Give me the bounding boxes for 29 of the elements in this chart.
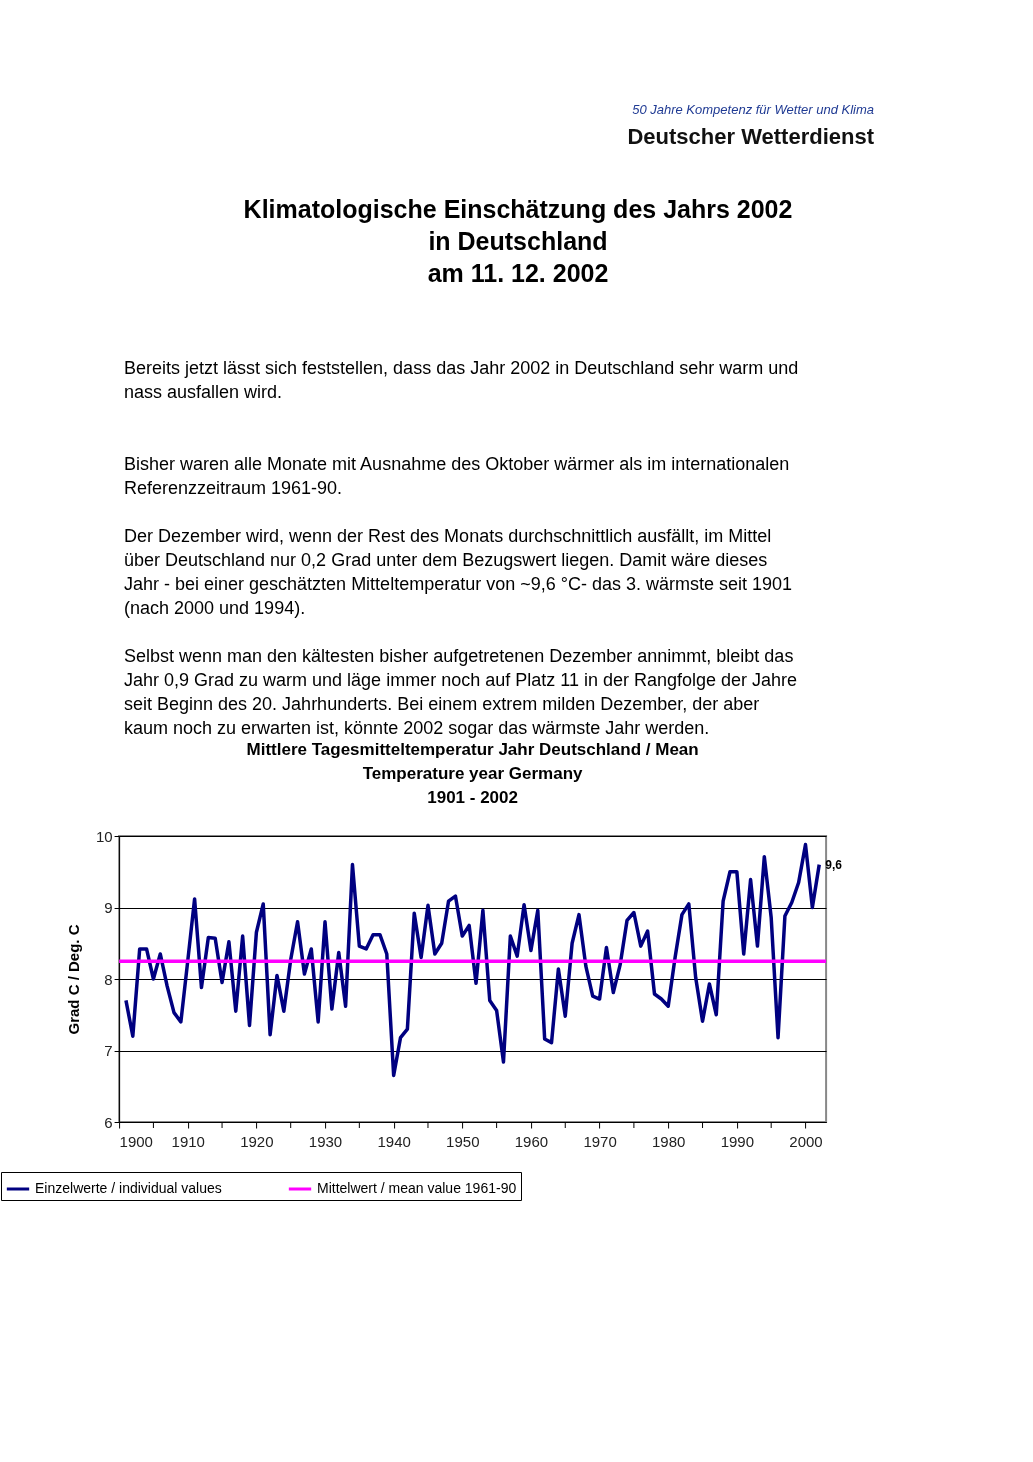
y-tick-label: 10: [95, 827, 113, 845]
legend-label: Mittelwert / mean value 1961-90: [317, 1180, 517, 1196]
y-tick-label: 9: [104, 899, 113, 916]
x-tick-label: 1980: [652, 1132, 686, 1150]
x-tick-label: 1930: [308, 1132, 343, 1150]
x-tick-label: 1990: [720, 1132, 755, 1150]
y-tick-label: 7: [104, 1042, 113, 1059]
x-tick-label: 1920: [240, 1132, 274, 1150]
text: Der Dezember wird, wenn der Rest des Monats durchschnittlich ausfällt, im Mittel über Deutschland nur 0,2 Grad unter dem Bezugswert liegen. Damit wäre dieses Jahr - bei einer geschätzten Mitteltemperatur von ~9,6 °C- das 3. wärmste seit 1901 (nach 2000 und 1994).: [124, 526, 793, 618]
text: Bisher waren alle Monate mit Ausnahme des Oktober wärmer als im internationalen Referenzzeitraum 1961-90.: [124, 454, 790, 498]
y-tick-label: 6: [104, 1113, 113, 1131]
text: Selbst wenn man den kältesten bisher aufgetretenen Dezember annimmt, bleibt das Jahr 0,9 Grad zu warm und läge immer noch auf Platz 11 in der Rangfolge der Jahre seit Beginn des 20. Jahrhunderts. Bei einem extrem milden Dezember, der aber kaum noch zu erwarten ist, könnte 2002 sogar das wärmste Jahr werden.: [124, 646, 798, 738]
y-axis-title: Grad C / Deg. C: [64, 924, 82, 1035]
text: Bereits jetzt lässt sich feststellen, dass das Jahr 2002 in Deutschland sehr warm und nass ausfallen wird.: [124, 358, 799, 402]
x-tick-label: 1950: [446, 1132, 480, 1150]
text: Klimatologische Einschätzung des Jahrs 2002 in Deutschland am 11. 12. 2002: [243, 195, 793, 287]
x-tick-label: 1900: [119, 1132, 153, 1150]
x-tick-label: 2000: [789, 1132, 823, 1150]
chart-title: Mittlere Tagesmitteltemperatur Jahr Deutschland / Mean Temperature year Germany 1901 - 2002: [246, 740, 699, 807]
text: 50 Jahre Kompetenz für Wetter und Klima: [632, 102, 874, 117]
line-series: [124, 842, 821, 1078]
x-tick-label: 1970: [583, 1132, 617, 1150]
x-tick-label: 1910: [171, 1132, 205, 1150]
annotation: 9,6: [825, 857, 843, 872]
x-tick-label: 1960: [514, 1132, 549, 1150]
x-tick-label: 1940: [377, 1132, 411, 1150]
text: Deutscher Wetterdienst: [627, 124, 875, 149]
legend-label: Einzelwerte / individual values: [35, 1180, 222, 1196]
y-tick-label: 8: [104, 970, 113, 988]
